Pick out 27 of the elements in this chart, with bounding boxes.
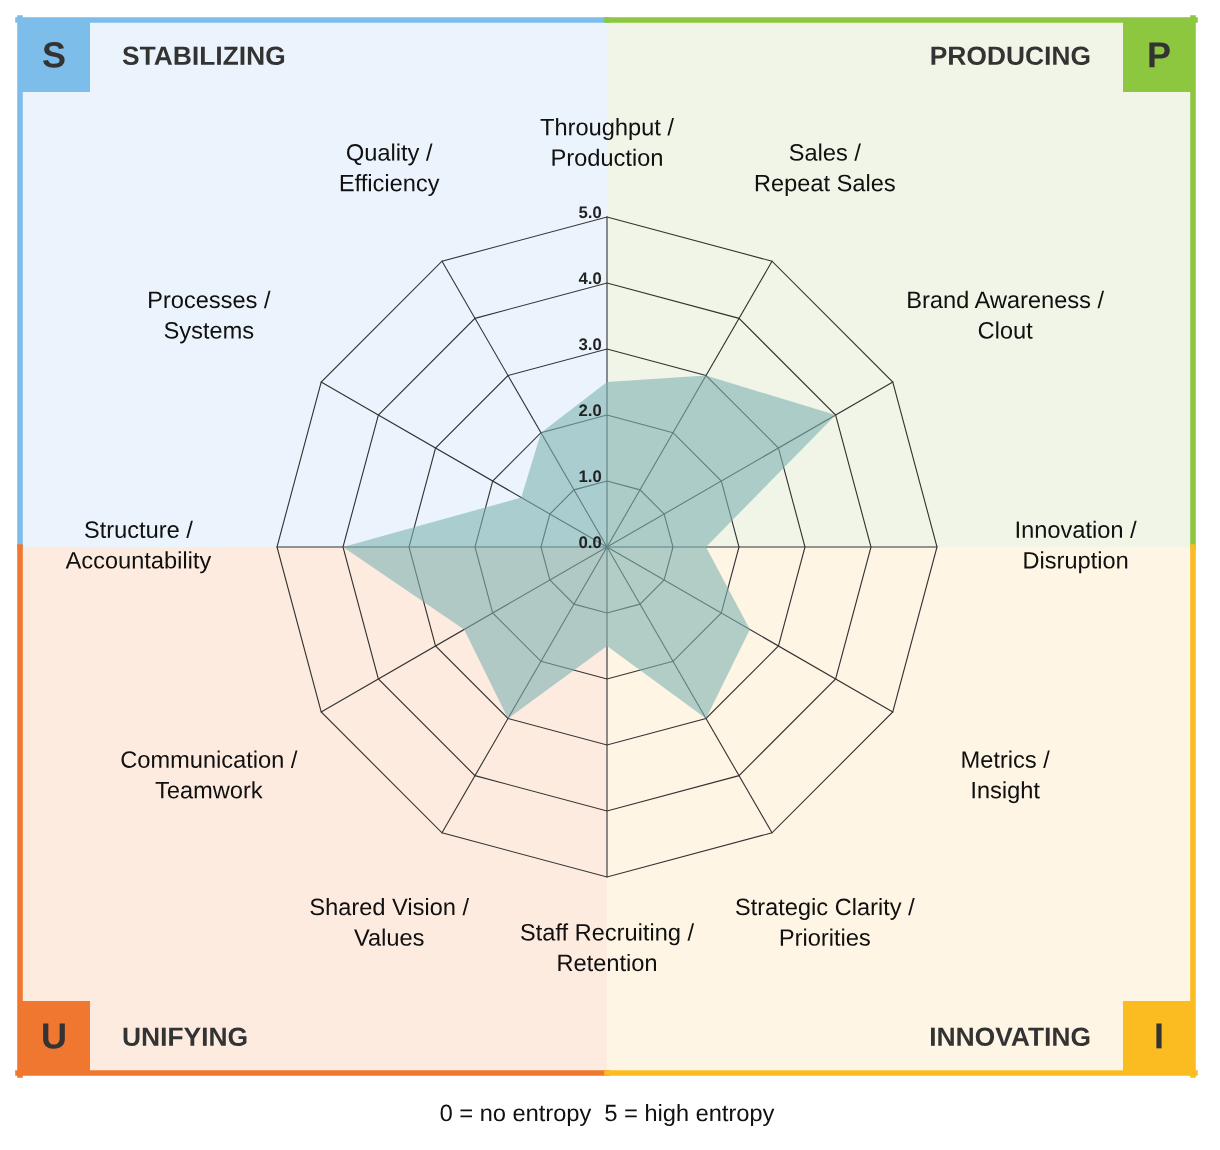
text: UNIFYING bbox=[123, 1027, 247, 1047]
y-tick-label: 3.0 bbox=[578, 338, 602, 351]
spoke-label: Sales / Repeat Sales bbox=[755, 143, 895, 197]
y-tick-label: 4.0 bbox=[578, 272, 602, 285]
y-tick-label: 1.0 bbox=[579, 470, 602, 483]
text: P bbox=[1149, 42, 1170, 68]
y-tick-label: 2.0 bbox=[579, 404, 602, 417]
y-tick-label: 0.0 bbox=[579, 536, 602, 549]
text: PRODUCING bbox=[931, 46, 1090, 66]
text: I bbox=[1156, 1023, 1162, 1049]
spoke-label: Staff Recruiting / Retention bbox=[521, 923, 695, 972]
y-tick-label: 5.0 bbox=[579, 206, 602, 219]
text: 0 = no entropy 5 = high entropy bbox=[440, 1103, 775, 1127]
spoke-label: Strategic Clarity / Priorities bbox=[736, 897, 915, 946]
spoke-label: Throughput / Production bbox=[540, 118, 674, 167]
spoke-label: Brand Awareness / Clout bbox=[908, 290, 1105, 339]
spoke-label: Communication / Teamwork bbox=[121, 750, 298, 799]
text: INNOVATING bbox=[930, 1027, 1090, 1047]
text: U bbox=[43, 1023, 65, 1049]
text: STABILIZING bbox=[122, 46, 285, 66]
spoke-label: Shared Vision / Values bbox=[310, 897, 470, 946]
spoke-label: Processes / Systems bbox=[149, 290, 271, 344]
text: S bbox=[42, 42, 65, 68]
spoke-label: Quality / Efficiency bbox=[340, 143, 440, 197]
spoke-label: Metrics / Insight bbox=[962, 750, 1050, 804]
spoke-label: Innovation / Disruption bbox=[1016, 520, 1137, 574]
spoke-label: Structure / Accountability bbox=[65, 520, 212, 574]
